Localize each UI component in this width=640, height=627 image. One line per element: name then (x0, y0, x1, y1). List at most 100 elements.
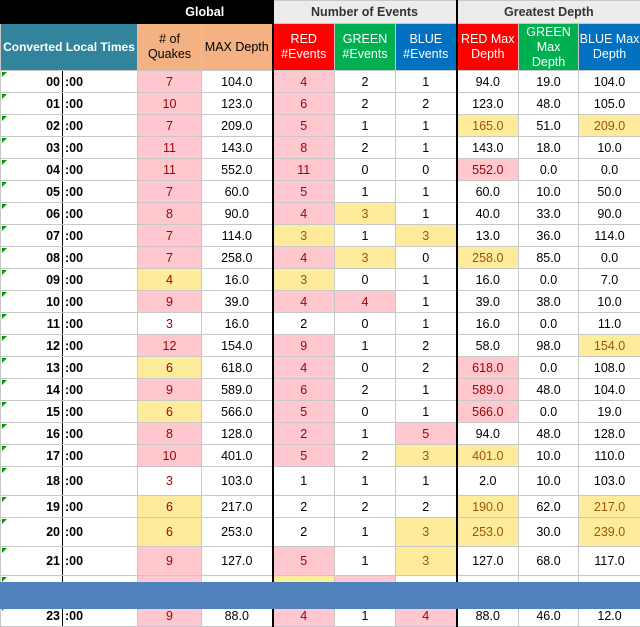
blue-max-depth-cell: 0.0 (579, 247, 640, 269)
green-max-depth-cell: 98.0 (519, 335, 579, 357)
red-events-cell: 5 (273, 181, 335, 203)
max-depth-cell: 103.0 (202, 467, 273, 496)
red-max-depth-cell: 40.0 (457, 203, 519, 225)
hour-cell: 18 (1, 467, 63, 496)
red-max-depth-cell: 127.0 (457, 547, 519, 576)
green-events-cell: 0 (335, 159, 396, 181)
hour-cell: 13 (1, 357, 63, 379)
minute-cell: :00 (63, 357, 138, 379)
minute-cell: :00 (63, 518, 138, 547)
blue-events-cell: 3 (396, 225, 457, 247)
quakes-cell: 7 (138, 115, 202, 137)
red-max-depth-cell: 589.0 (457, 379, 519, 401)
green-events-cell: 3 (335, 247, 396, 269)
blue-max-depth-cell: 104.0 (579, 71, 640, 93)
minute-cell: :00 (63, 335, 138, 357)
footer-bar (0, 582, 640, 609)
quakes-cell: 7 (138, 225, 202, 247)
section-number-of-events: Number of Events (273, 1, 457, 24)
green-events-cell: 1 (335, 335, 396, 357)
red-max-depth-cell: 123.0 (457, 93, 519, 115)
col-red-events: RED #Events (273, 24, 335, 71)
max-depth-cell: 618.0 (202, 357, 273, 379)
red-max-depth-cell: 16.0 (457, 269, 519, 291)
hour-cell: 19 (1, 496, 63, 518)
blue-events-cell: 2 (396, 496, 457, 518)
blue-max-depth-cell: 19.0 (579, 401, 640, 423)
quakes-cell: 3 (138, 313, 202, 335)
blue-max-depth-cell: 117.0 (579, 547, 640, 576)
red-max-depth-cell: 94.0 (457, 71, 519, 93)
section-header-row: Global Number of Events Greatest Depth (1, 1, 640, 24)
quakes-cell: 9 (138, 547, 202, 576)
blue-max-depth-cell: 11.0 (579, 313, 640, 335)
blue-max-depth-cell: 90.0 (579, 203, 640, 225)
green-events-cell: 1 (335, 467, 396, 496)
blue-events-cell: 0 (396, 247, 457, 269)
minute-cell: :00 (63, 115, 138, 137)
green-events-cell: 1 (335, 115, 396, 137)
green-max-depth-cell: 48.0 (519, 423, 579, 445)
hour-cell: 20 (1, 518, 63, 547)
quakes-cell: 7 (138, 247, 202, 269)
blue-events-cell: 1 (396, 203, 457, 225)
minute-cell: :00 (63, 547, 138, 576)
green-max-depth-cell: 19.0 (519, 71, 579, 93)
green-max-depth-cell: 48.0 (519, 379, 579, 401)
hour-cell: 00 (1, 71, 63, 93)
green-events-cell: 1 (335, 423, 396, 445)
green-max-depth-cell: 62.0 (519, 496, 579, 518)
minute-cell: :00 (63, 247, 138, 269)
blue-max-depth-cell: 128.0 (579, 423, 640, 445)
max-depth-cell: 114.0 (202, 225, 273, 247)
green-max-depth-cell: 10.0 (519, 445, 579, 467)
green-events-cell: 1 (335, 547, 396, 576)
green-max-depth-cell: 48.0 (519, 93, 579, 115)
green-events-cell: 0 (335, 269, 396, 291)
hour-cell: 05 (1, 181, 63, 203)
max-depth-cell: 123.0 (202, 93, 273, 115)
max-depth-cell: 60.0 (202, 181, 273, 203)
quakes-cell: 7 (138, 71, 202, 93)
col-num-quakes: # of Quakes (138, 24, 202, 71)
max-depth-cell: 143.0 (202, 137, 273, 159)
minute-cell: :00 (63, 467, 138, 496)
green-events-cell: 4 (335, 291, 396, 313)
green-max-depth-cell: 0.0 (519, 159, 579, 181)
green-max-depth-cell: 38.0 (519, 291, 579, 313)
red-max-depth-cell: 258.0 (457, 247, 519, 269)
quakes-cell: 10 (138, 93, 202, 115)
max-depth-cell: 16.0 (202, 313, 273, 335)
red-events-cell: 4 (273, 291, 335, 313)
col-converted-local-times: Converted Local Times (1, 24, 138, 71)
blue-max-depth-cell: 103.0 (579, 467, 640, 496)
green-max-depth-cell: 51.0 (519, 115, 579, 137)
green-events-cell: 1 (335, 181, 396, 203)
quakes-cell: 8 (138, 203, 202, 225)
hour-cell: 14 (1, 379, 63, 401)
green-events-cell: 3 (335, 203, 396, 225)
red-events-cell: 2 (273, 313, 335, 335)
max-depth-cell: 401.0 (202, 445, 273, 467)
max-depth-cell: 90.0 (202, 203, 273, 225)
red-events-cell: 5 (273, 401, 335, 423)
hour-cell: 21 (1, 547, 63, 576)
max-depth-cell: 16.0 (202, 269, 273, 291)
blue-max-depth-cell: 10.0 (579, 291, 640, 313)
quakes-cell: 9 (138, 291, 202, 313)
hour-cell: 17 (1, 445, 63, 467)
quakes-cell: 8 (138, 423, 202, 445)
red-events-cell: 9 (273, 335, 335, 357)
blue-events-cell: 1 (396, 379, 457, 401)
quakes-cell: 11 (138, 137, 202, 159)
red-max-depth-cell: 190.0 (457, 496, 519, 518)
red-max-depth-cell: 552.0 (457, 159, 519, 181)
